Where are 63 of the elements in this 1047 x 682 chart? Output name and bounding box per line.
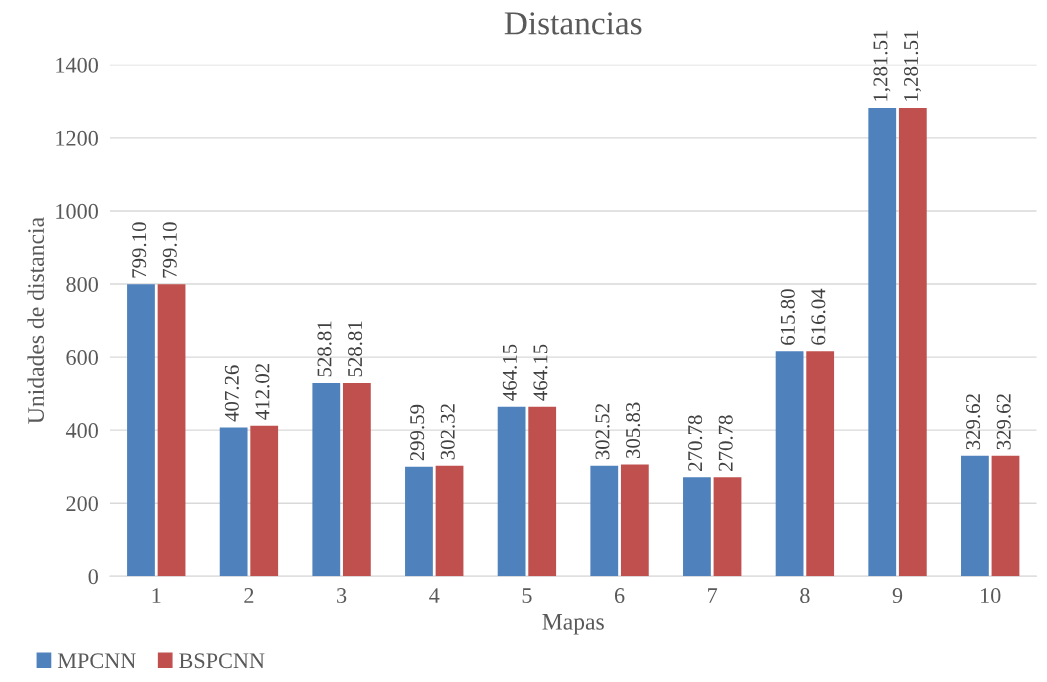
bar	[497, 406, 526, 577]
x-tick-label: 6	[614, 588, 625, 604]
bar	[620, 464, 649, 577]
legend-label: MPCNN	[57, 653, 136, 669]
y-tick-label: 200	[66, 496, 98, 512]
data-label: 270.78	[718, 415, 733, 471]
data-label: 305.83	[626, 402, 641, 458]
x-tick-label: 2	[244, 588, 254, 603]
bar	[806, 351, 835, 577]
data-label: 270.78	[688, 415, 703, 471]
x-tick-label: 8	[800, 588, 810, 604]
bar	[991, 455, 1020, 577]
bar	[961, 455, 989, 577]
data-label: 464.15	[502, 344, 517, 401]
y-tick-label: 1000	[56, 203, 98, 219]
data-label: 407.26	[224, 365, 239, 422]
data-label: 616.04	[811, 288, 826, 345]
x-tick-label: 10	[981, 588, 1001, 604]
bar	[157, 284, 186, 577]
bar	[868, 108, 897, 577]
y-tick-label: 600	[66, 350, 98, 365]
bar	[683, 477, 711, 577]
x-tick-label: 1	[152, 588, 161, 603]
data-label: 329.62	[966, 394, 981, 450]
chart-title: Distancias	[504, 12, 642, 35]
bar	[713, 477, 742, 577]
data-label: 329.62	[996, 394, 1011, 450]
bar	[590, 465, 619, 577]
data-label: 412.02	[255, 364, 270, 420]
bar	[528, 406, 557, 577]
data-label: 1,281.51	[873, 30, 891, 101]
data-label: 528.81	[348, 321, 363, 377]
bar	[342, 383, 371, 577]
data-label: 615.80	[780, 289, 795, 345]
bar	[775, 351, 804, 577]
y-tick-label: 1200	[56, 130, 98, 146]
x-axis-title: Mapas	[542, 614, 604, 635]
bar	[898, 108, 927, 577]
data-label: 799.10	[162, 222, 177, 278]
bar	[219, 427, 248, 577]
x-tick-label: 9	[892, 588, 903, 604]
bar	[127, 284, 155, 577]
data-label: 464.15	[533, 344, 548, 401]
legend-label: BSPCNN	[179, 653, 265, 669]
data-label: 528.81	[317, 321, 332, 377]
x-tick-label: 4	[429, 588, 440, 603]
x-tick-label: 7	[708, 588, 718, 603]
x-tick-label: 3	[337, 588, 347, 604]
y-axis-title: Unidades de distancia	[27, 217, 45, 424]
y-tick-label: 800	[66, 276, 98, 292]
y-tick-label: 1400	[56, 57, 98, 73]
data-label: 299.59	[410, 404, 425, 461]
bar	[250, 425, 279, 577]
bar	[405, 466, 433, 577]
data-label: 302.32	[440, 404, 455, 460]
y-tick-label: 0	[88, 569, 98, 585]
data-label: 302.52	[595, 404, 610, 460]
bar	[312, 383, 341, 577]
x-tick-label: 5	[522, 588, 532, 604]
y-tick-label: 400	[65, 423, 98, 439]
bar	[435, 465, 464, 577]
data-label: 799.10	[132, 222, 147, 278]
data-label: 1,281.51	[903, 30, 922, 101]
